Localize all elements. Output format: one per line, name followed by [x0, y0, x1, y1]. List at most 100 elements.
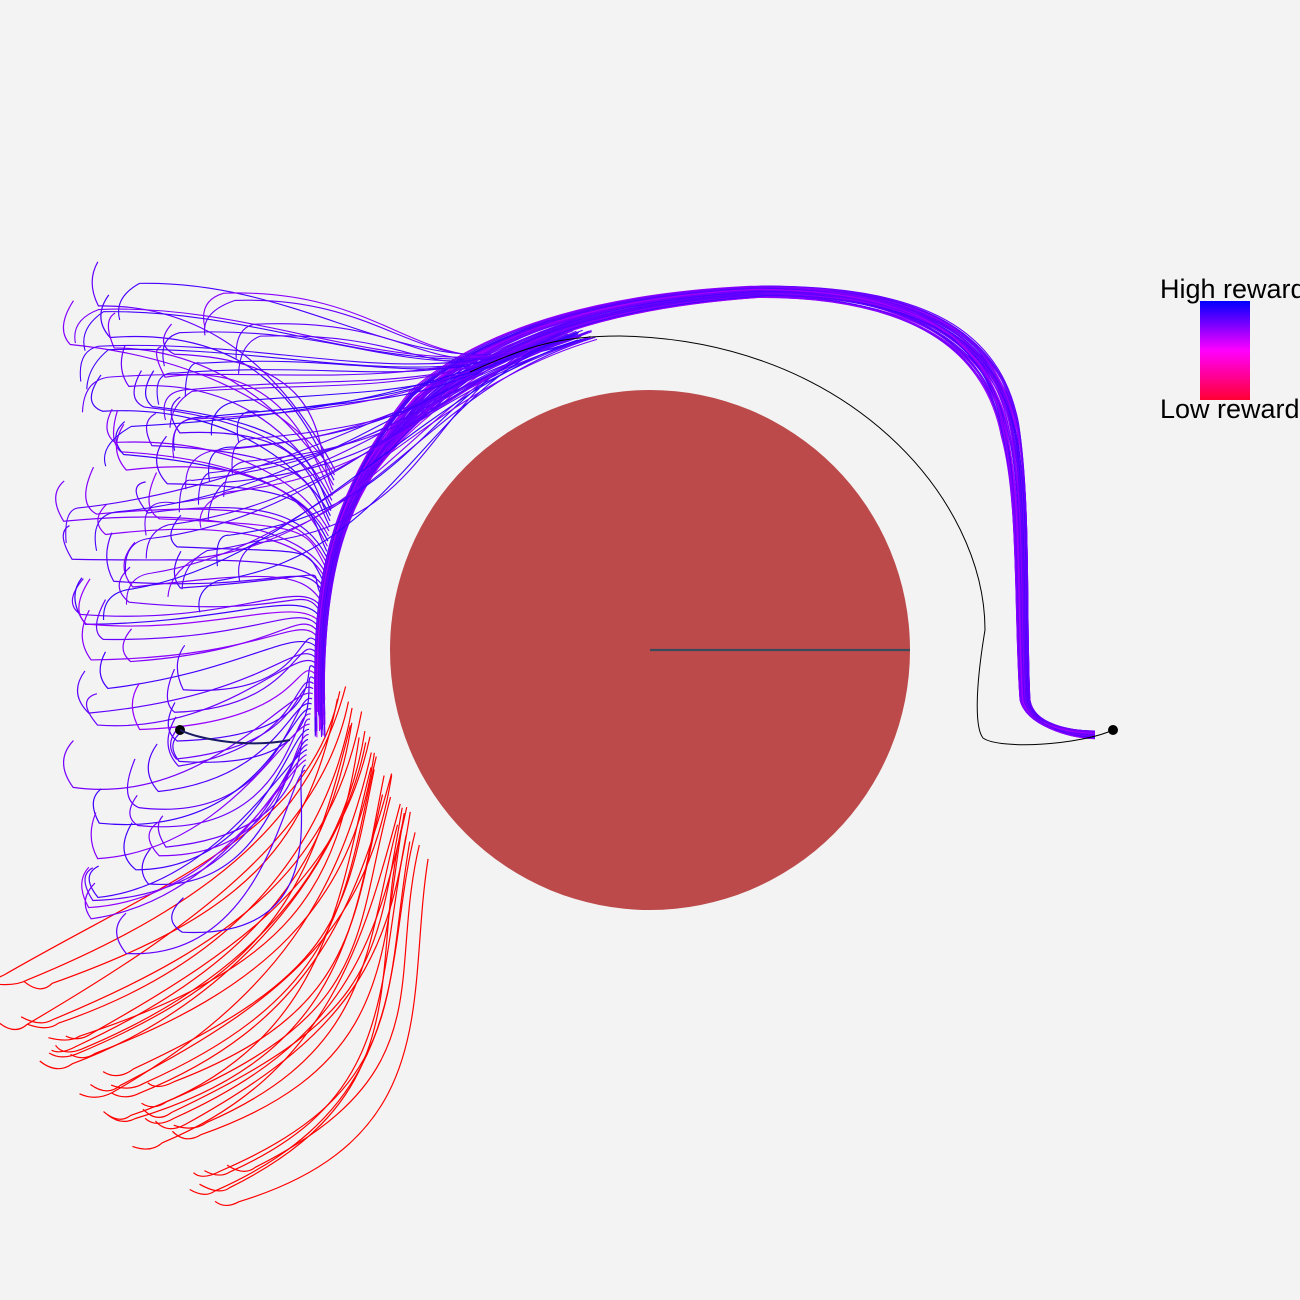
mid-reward-path — [81, 759, 307, 909]
low-reward-path — [90, 775, 393, 1092]
mid-reward-path — [126, 697, 313, 810]
low-reward-path — [226, 844, 420, 1172]
high-reward-trajectories — [65, 282, 1096, 740]
low-reward-path — [0, 691, 341, 978]
high-reward-path — [162, 331, 576, 367]
start-connector — [179, 729, 291, 745]
low-reward-path — [199, 819, 404, 1192]
mid-reward-path — [112, 409, 329, 537]
mid-reward-path — [155, 346, 333, 496]
high-reward-path — [318, 294, 1096, 738]
mid-reward-path — [106, 532, 324, 593]
mid-reward-path — [169, 686, 314, 760]
low-reward-trajectories — [0, 686, 429, 1207]
high-reward-path — [316, 288, 1096, 734]
mid-reward-path — [167, 681, 314, 767]
mid-reward-path — [147, 702, 312, 793]
low-reward-path — [0, 701, 350, 1031]
mid-reward-path — [81, 609, 319, 661]
high-reward-path — [197, 338, 568, 505]
mid-reward-path — [116, 769, 306, 955]
mid-reward-path — [78, 578, 321, 627]
high-reward-path — [104, 329, 574, 467]
mid-reward-path — [77, 653, 317, 714]
low-reward-path — [193, 841, 411, 1177]
low-reward-path — [141, 796, 392, 1108]
mid-reward-trajectories — [55, 261, 336, 955]
mid-reward-path — [118, 566, 322, 613]
mid-reward-path — [135, 481, 327, 557]
mid-reward-path — [92, 708, 312, 826]
mid-reward-path — [123, 728, 310, 871]
mid-reward-path — [173, 550, 323, 598]
high-reward-path — [320, 291, 1096, 736]
mid-reward-path — [144, 370, 332, 511]
low-reward-path — [144, 807, 408, 1125]
low-reward-path — [48, 737, 360, 1041]
mid-reward-path — [85, 466, 327, 562]
low-reward-path — [171, 813, 405, 1140]
high-reward-path — [185, 330, 577, 490]
mid-reward-path — [95, 599, 320, 641]
low-reward-path — [214, 858, 429, 1207]
low-reward-path — [142, 807, 403, 1118]
low-reward-path — [111, 773, 393, 1098]
low-reward-path — [173, 824, 399, 1129]
legend-low-label: Low reward — [1160, 394, 1300, 424]
high-reward-path — [198, 331, 578, 613]
mid-reward-path — [172, 676, 315, 763]
mid-reward-path — [166, 648, 318, 713]
mid-reward-path — [62, 692, 313, 790]
high-reward-path — [124, 329, 583, 574]
low-reward-path — [55, 730, 366, 1053]
mid-reward-path — [148, 733, 309, 857]
mid-reward-path — [146, 412, 330, 527]
mid-reward-path — [170, 514, 325, 583]
mid-reward-path — [88, 749, 308, 899]
high-reward-path — [94, 332, 562, 551]
high-reward-path — [125, 338, 598, 605]
low-reward-path — [65, 736, 371, 1040]
mid-reward-path — [129, 713, 311, 828]
mid-reward-path — [106, 408, 330, 532]
high-reward-path — [156, 332, 567, 405]
legend-colorbar — [1200, 301, 1250, 400]
high-reward-path — [203, 299, 576, 356]
mid-reward-path — [131, 670, 316, 731]
low-reward-path — [20, 711, 363, 1024]
mid-reward-path — [62, 300, 336, 476]
mid-reward-path — [176, 637, 319, 691]
legend-high-label: High reward — [1160, 274, 1300, 304]
reference-path — [469, 335, 1114, 746]
mid-reward-path — [170, 396, 331, 522]
low-reward-path — [79, 752, 372, 1098]
low-reward-path — [70, 752, 375, 1059]
mid-reward-path — [171, 764, 306, 933]
low-reward-path — [27, 707, 353, 1029]
mid-reward-path — [99, 640, 318, 690]
low-reward-path — [23, 698, 339, 990]
reward-legend: High reward Low reward — [1160, 274, 1300, 424]
low-reward-path — [147, 794, 384, 1088]
mid-reward-path — [91, 261, 336, 471]
mid-reward-path — [122, 623, 320, 663]
high-reward-path — [81, 331, 562, 413]
low-reward-path — [0, 686, 347, 986]
mid-reward-path — [74, 577, 321, 626]
mid-reward-path — [156, 435, 328, 552]
low-reward-path — [102, 769, 375, 1077]
low-reward-path — [110, 756, 377, 1089]
high-reward-path — [65, 332, 588, 544]
mid-reward-path — [62, 525, 324, 588]
mid-reward-path — [123, 541, 323, 603]
mid-reward-path — [55, 480, 326, 572]
high-reward-path — [74, 308, 582, 358]
mid-reward-path — [71, 578, 322, 617]
high-reward-path — [145, 337, 591, 559]
high-reward-path — [167, 330, 572, 597]
mid-reward-path — [115, 423, 328, 547]
mid-reward-path — [167, 665, 316, 742]
high-reward-path — [103, 338, 582, 621]
low-reward-path — [155, 811, 411, 1130]
